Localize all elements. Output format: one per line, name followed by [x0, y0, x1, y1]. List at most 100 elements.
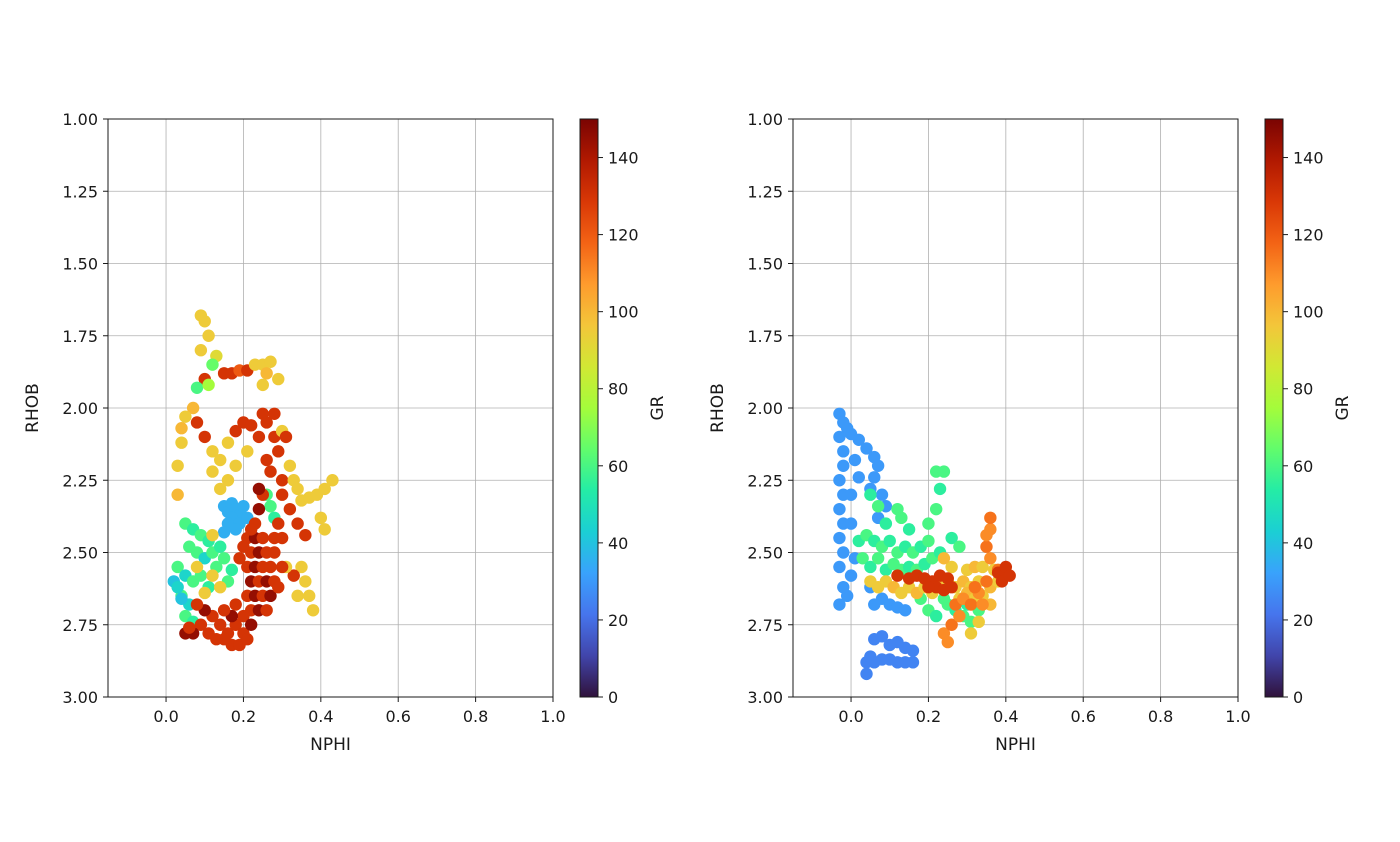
data-point — [326, 474, 339, 487]
right-points — [833, 407, 1016, 681]
left-colorbar: 0 20 40 60 80 100 120 140 — [579, 118, 639, 707]
data-point — [837, 546, 850, 559]
data-point — [848, 453, 862, 467]
data-point — [264, 355, 277, 368]
x-tick-label: 0.0 — [838, 707, 863, 726]
data-point — [217, 526, 231, 539]
data-point — [206, 569, 219, 582]
data-point — [217, 552, 231, 565]
colorbar-tick-label: 80 — [1293, 380, 1313, 399]
data-point — [171, 488, 184, 501]
data-point — [214, 482, 227, 496]
data-point — [183, 621, 196, 634]
data-point — [171, 580, 184, 594]
left-x-ticks: 0.0 0.2 0.4 0.6 0.8 1.0 — [153, 697, 566, 726]
data-point — [244, 618, 258, 631]
data-point — [260, 367, 273, 380]
colorbar-tick-label: 100 — [608, 303, 639, 322]
left-y-ticks: 1.00 1.25 1.50 1.75 2.00 2.25 2.50 2.75 3.00 — [62, 110, 108, 707]
data-point — [190, 560, 204, 574]
data-point — [256, 378, 269, 392]
data-point — [929, 502, 943, 516]
data-point — [833, 531, 846, 545]
data-point — [833, 502, 846, 516]
data-point — [299, 528, 312, 542]
data-point — [268, 546, 281, 559]
data-point — [171, 560, 184, 574]
right-colorbar: 0 20 40 60 80 100 120 140 — [1264, 118, 1324, 707]
y-tick-label: 1.00 — [747, 110, 783, 129]
data-point — [217, 604, 231, 617]
y-tick-label: 1.75 — [747, 327, 783, 346]
data-point — [214, 453, 227, 467]
y-tick-label: 1.75 — [62, 327, 98, 346]
data-point — [194, 344, 208, 357]
x-tick-label: 0.2 — [916, 707, 941, 726]
data-point — [252, 430, 266, 444]
y-tick-label: 2.50 — [747, 544, 783, 563]
data-point — [210, 633, 223, 646]
y-tick-label: 2.75 — [747, 616, 783, 635]
data-point — [833, 560, 846, 574]
data-point — [860, 442, 873, 455]
data-point — [229, 523, 242, 536]
data-point — [883, 534, 896, 548]
data-point — [929, 609, 943, 623]
colorbar-tick-label: 60 — [1293, 457, 1313, 476]
colorbar-tick-label: 140 — [608, 149, 639, 168]
y-tick-label: 2.25 — [62, 471, 98, 490]
data-point — [856, 552, 869, 565]
x-tick-label: 0.0 — [153, 707, 178, 726]
data-point — [264, 560, 277, 574]
colorbar-tick-label: 120 — [608, 226, 639, 245]
data-point — [237, 540, 250, 553]
data-point — [964, 598, 978, 611]
data-point — [852, 471, 865, 484]
data-point — [175, 422, 188, 435]
x-tick-label: 1.0 — [1225, 707, 1250, 726]
y-tick-label: 2.00 — [747, 399, 783, 418]
data-point — [291, 517, 304, 530]
data-point — [233, 552, 246, 565]
data-point — [972, 615, 985, 629]
data-point — [933, 482, 947, 496]
data-point — [272, 517, 285, 530]
data-point — [221, 436, 235, 449]
colorbar-tick-label: 40 — [1293, 534, 1313, 553]
data-point — [875, 488, 889, 501]
data-point — [871, 500, 885, 513]
data-point — [980, 540, 993, 553]
left-points — [167, 309, 339, 652]
right-x-axis-label: NPHI — [995, 735, 1036, 755]
data-point — [202, 329, 215, 342]
data-point — [968, 580, 982, 594]
colorbar-tick-label: 120 — [1293, 226, 1324, 245]
data-point — [186, 401, 200, 415]
colorbar-tick-label: 60 — [608, 457, 628, 476]
y-tick-label: 1.25 — [62, 182, 98, 201]
data-point — [833, 430, 846, 444]
data-point — [202, 378, 215, 392]
data-point — [206, 465, 219, 478]
data-point — [844, 488, 858, 501]
colorbar-tick-label: 0 — [608, 688, 618, 707]
data-point — [244, 523, 258, 536]
x-tick-label: 0.4 — [993, 707, 1018, 726]
data-point — [837, 459, 850, 472]
data-point — [844, 517, 858, 530]
data-point — [945, 580, 958, 594]
y-tick-label: 2.00 — [62, 399, 98, 418]
data-point — [214, 580, 227, 594]
data-point — [980, 528, 993, 542]
data-point — [291, 482, 304, 496]
x-tick-label: 0.2 — [231, 707, 256, 726]
right-scatter-panel: 0.0 0.2 0.4 0.6 0.8 1.0 1.00 1.25 1.50 1.75 2.00 2… — [708, 110, 1353, 755]
data-point — [260, 416, 273, 429]
data-point — [221, 474, 235, 487]
data-point — [937, 552, 951, 565]
x-tick-label: 1.0 — [540, 707, 565, 726]
data-point — [272, 372, 285, 386]
data-point — [318, 482, 331, 496]
data-point — [198, 315, 211, 328]
data-point — [314, 511, 328, 525]
